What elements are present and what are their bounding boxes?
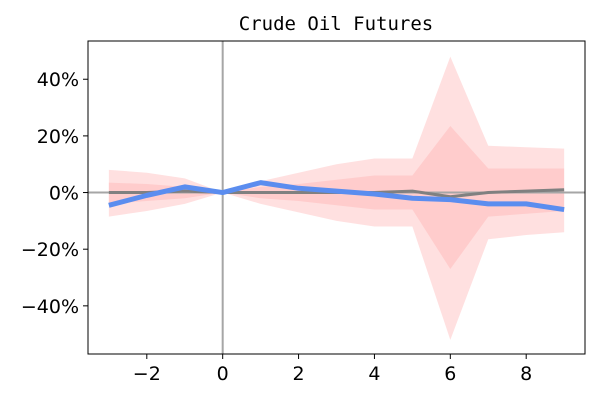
x-tick-label: 6 — [444, 363, 456, 385]
y-tick-label: −20% — [21, 239, 79, 261]
x-tick-label: 8 — [520, 363, 532, 385]
axes-frame — [87, 40, 586, 355]
plot-clip-group — [88, 41, 585, 354]
x-tick-label: 4 — [368, 363, 380, 385]
y-tick-label: 0% — [49, 183, 79, 205]
x-tick-label: 2 — [293, 363, 305, 385]
plot-area: −2 0 2 4 6 8 −40% −20% 0% 20% 40% — [21, 40, 586, 385]
series-line-primary — [108, 180, 565, 213]
band-inner — [108, 125, 565, 270]
x-tick-label: −2 — [133, 363, 161, 385]
y-tick-label: 20% — [37, 126, 79, 148]
x-tick-label: 0 — [217, 363, 229, 385]
chart-title: Crude Oil Futures — [239, 13, 433, 35]
y-tick-label: −40% — [21, 296, 79, 318]
y-tick-label: 40% — [37, 69, 79, 91]
